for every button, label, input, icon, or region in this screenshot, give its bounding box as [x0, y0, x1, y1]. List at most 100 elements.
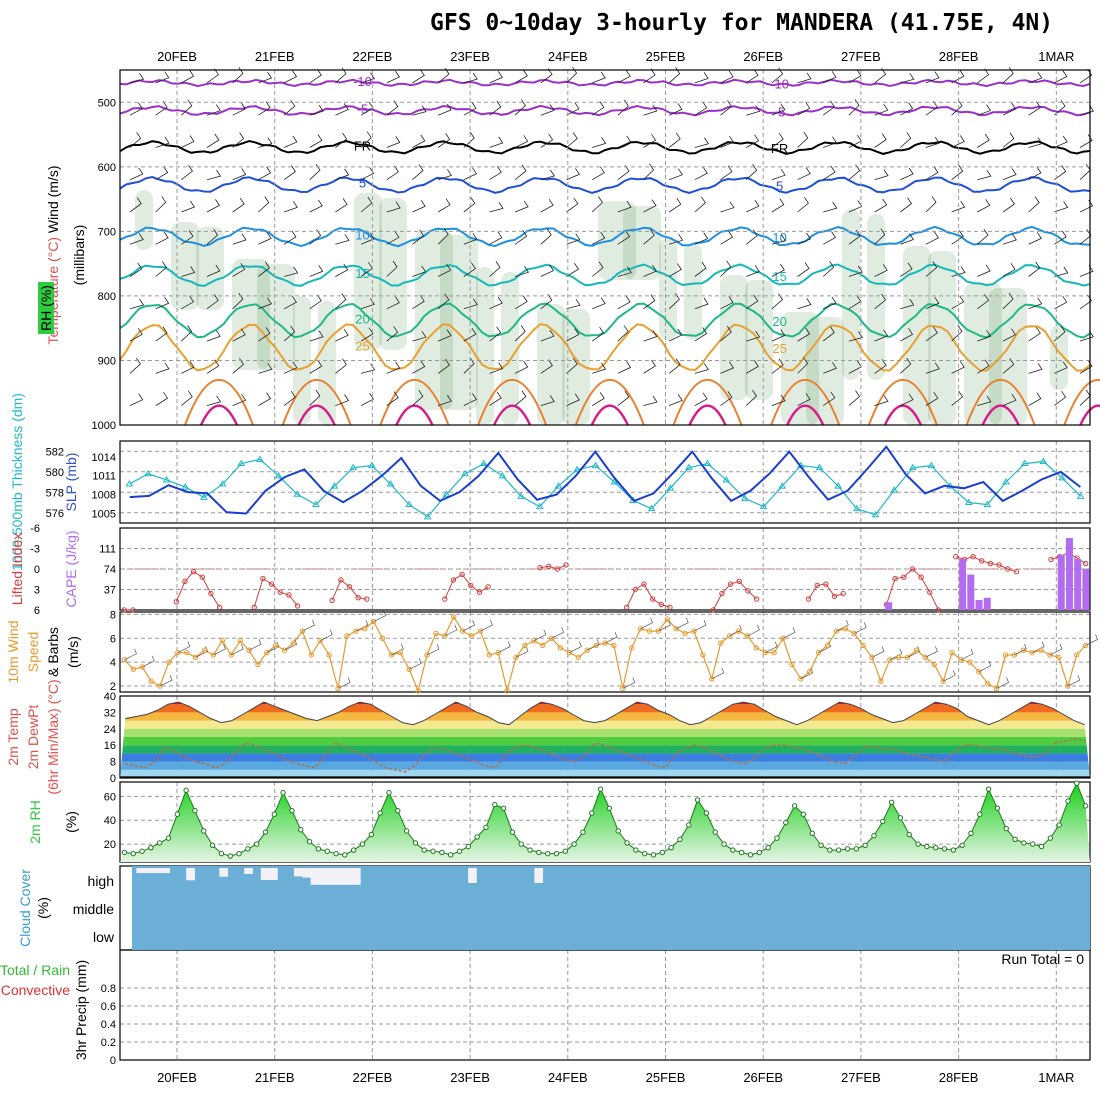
rh-tick: 60: [104, 791, 116, 803]
wind-barb: [797, 167, 811, 181]
wind-barb: [283, 325, 296, 342]
wind-barb: [1054, 230, 1067, 245]
wind-barb: [617, 230, 631, 245]
wind-barb-10m: [978, 660, 992, 673]
wind-barb: [977, 294, 990, 310]
lifted-index-point: [450, 577, 457, 583]
wind-barb: [206, 133, 220, 148]
wind-barb: [977, 133, 990, 148]
wind-barb-10m: [391, 643, 404, 656]
wind-barb: [489, 202, 504, 213]
wind-point: [780, 635, 786, 641]
rh-point: [738, 849, 745, 856]
rh-point: [527, 847, 533, 853]
wind-barb: [720, 260, 732, 277]
temperature-contour: [1063, 379, 1100, 426]
temperature-contour: [119, 104, 1091, 117]
wind-barb-10m: [231, 643, 244, 656]
thickness-point: [852, 504, 861, 512]
rh-point: [500, 805, 507, 811]
wind-barb: [283, 295, 297, 310]
cloud-high-gap: [219, 868, 229, 877]
rh-point: [156, 840, 163, 846]
wind-barb: [283, 266, 299, 277]
wind-point: [869, 654, 875, 661]
wind-barb: [309, 104, 324, 116]
series-line-2m-temp: [125, 701, 1085, 726]
wind-barb: [360, 131, 372, 148]
rh-point: [915, 841, 921, 847]
lifted-index-point: [173, 599, 179, 605]
panel-frame-wind: [119, 611, 1091, 693]
wind-barb: [592, 231, 606, 245]
wind-point: [451, 614, 457, 620]
wind-barb: [181, 164, 193, 181]
wind-barb: [232, 102, 246, 116]
temp-band: [120, 728, 1090, 737]
wind-point: [646, 628, 653, 634]
wind-barb: [592, 137, 607, 148]
wind-point: [281, 647, 288, 653]
wind-barb: [232, 263, 246, 277]
wind-barb: [489, 296, 503, 310]
wind-barb: [412, 69, 425, 84]
cloud-ylabel: Cloud Cover: [17, 869, 33, 947]
wind-barb: [309, 265, 324, 277]
cloud-layer-label: middle: [73, 901, 114, 917]
pressure-tick: 600: [98, 162, 116, 174]
wind-barb: [283, 230, 297, 245]
rh-point: [800, 811, 807, 817]
wind-barb: [335, 132, 348, 148]
wind-barb-10m: [854, 622, 867, 634]
wind-barb-10m: [462, 619, 476, 632]
wind-point: [130, 666, 137, 673]
wind-barb-10m: [800, 667, 814, 680]
wind-point: [157, 683, 163, 689]
thickness-point: [666, 484, 675, 491]
wind-barb: [874, 293, 887, 310]
temp-tick: 16: [104, 740, 116, 752]
temp-tick: 8: [110, 757, 116, 769]
slp-ylabel: SLP (mb): [63, 453, 79, 512]
wind-barb: [925, 261, 938, 277]
cloud-layer-label: low: [93, 929, 115, 945]
wind-barb: [155, 136, 170, 148]
rh-point: [130, 850, 136, 857]
rh-ylabel: 2m RH: [27, 800, 43, 844]
lifted-index-point: [277, 589, 283, 595]
wind-barb: [823, 296, 837, 310]
wind-barb: [489, 362, 504, 374]
lifted-index-point: [970, 554, 976, 560]
rh-legend-label: RH (%): [38, 285, 54, 331]
rh-shading-blob: [842, 209, 860, 380]
wind-barb: [1028, 327, 1041, 342]
lifted-index-point: [476, 589, 483, 595]
wind-barb: [155, 166, 169, 181]
wind-barb: [822, 165, 836, 181]
rh-point: [791, 803, 798, 809]
wind-barb: [129, 132, 142, 148]
wind-barb: [1079, 199, 1094, 213]
wind-barb-10m: [480, 619, 493, 632]
wind-point: [851, 630, 857, 637]
thickness-point: [1076, 492, 1085, 499]
lifted-index-point: [546, 563, 552, 569]
rh-point: [712, 829, 718, 835]
wind-barb: [771, 168, 786, 181]
rh-point: [192, 807, 198, 814]
rh-point: [615, 828, 621, 834]
wind-barb: [592, 297, 606, 310]
wind-barb: [874, 198, 888, 213]
rh-point: [827, 847, 833, 853]
lifted-index-point: [658, 601, 664, 608]
slp-tick: 1011: [92, 471, 116, 483]
wind-point: [637, 626, 644, 632]
wind-barb: [617, 70, 631, 84]
wind-barb: [848, 99, 860, 116]
wind-barb: [797, 393, 811, 406]
wind-barb: [489, 136, 504, 148]
wind-barb: [566, 262, 579, 277]
series-line-slp: [129, 445, 1081, 515]
wind-barb: [181, 295, 195, 310]
wind-barb: [900, 328, 914, 342]
